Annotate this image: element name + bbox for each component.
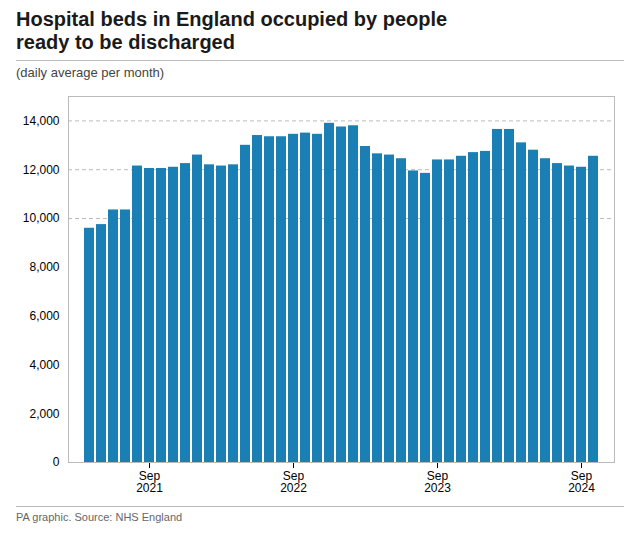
html-text:(daily average per month): (daily average per month) <box>16 65 165 80</box>
svg-text:6,000: 6,000 <box>29 309 59 323</box>
svg-text:Sep2023: Sep2023 <box>424 469 451 495</box>
svg-text:Sep2024: Sep2024 <box>568 469 595 495</box>
svg-text:10,000: 10,000 <box>23 211 60 225</box>
svg-text:4,000: 4,000 <box>29 358 59 372</box>
svg-text:0: 0 <box>53 455 60 469</box>
svg-text:14,000: 14,000 <box>23 114 60 128</box>
svg-text:Sep2021: Sep2021 <box>136 469 163 495</box>
svg-text:2,000: 2,000 <box>29 407 59 421</box>
html-text:Hospital beds in England occup: Hospital beds in England occupied by peo… <box>16 8 448 53</box>
svg-text:8,000: 8,000 <box>29 260 59 274</box>
html-text:PA graphic. Source: NHS Englan: PA graphic. Source: NHS England <box>16 511 183 523</box>
svg-text:12,000: 12,000 <box>23 163 60 177</box>
svg-text:Sep2022: Sep2022 <box>280 469 307 495</box>
